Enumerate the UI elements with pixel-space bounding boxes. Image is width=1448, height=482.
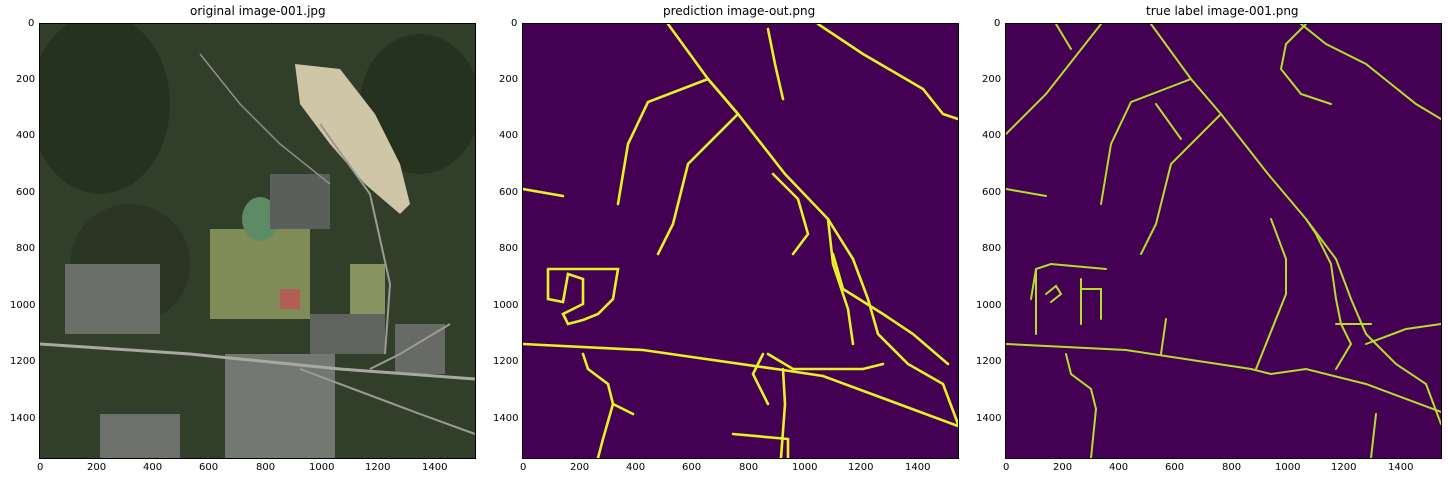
panel-original: original image-001.jpg bbox=[0, 0, 480, 482]
x-tick-label: 400 bbox=[1109, 462, 1129, 473]
panel-prediction: prediction image-out.png bbox=[483, 0, 963, 482]
x-tick-label: 1200 bbox=[365, 462, 391, 473]
y-tick-label: 1000 bbox=[493, 300, 519, 311]
y-tick-label: 600 bbox=[499, 187, 519, 198]
x-tick-label: 1000 bbox=[309, 462, 335, 473]
y-tick-label: 800 bbox=[982, 243, 1002, 254]
x-tick-label: 1400 bbox=[905, 462, 931, 473]
x-tick-label: 0 bbox=[1003, 462, 1010, 473]
y-tick-label: 1200 bbox=[10, 356, 36, 367]
x-tick-label: 1000 bbox=[1275, 462, 1301, 473]
x-tick-label: 200 bbox=[570, 462, 590, 473]
y-tick-label: 1200 bbox=[493, 356, 519, 367]
x-tick-label: 600 bbox=[1165, 462, 1185, 473]
x-tick-label: 200 bbox=[87, 462, 107, 473]
x-tick-label: 1400 bbox=[422, 462, 448, 473]
x-tick-label: 400 bbox=[143, 462, 163, 473]
y-tick-label: 200 bbox=[499, 74, 519, 85]
panel-true-label: true label image-001.png bbox=[966, 0, 1446, 482]
y-tick-label: 400 bbox=[499, 130, 519, 141]
satellite-image bbox=[40, 24, 475, 458]
x-tick-label: 400 bbox=[626, 462, 646, 473]
y-tick-label: 1400 bbox=[493, 413, 519, 424]
x-tick-label: 800 bbox=[739, 462, 759, 473]
panel-title: true label image-001.png bbox=[1146, 4, 1299, 18]
x-tick-label: 800 bbox=[1222, 462, 1242, 473]
y-tick-label: 200 bbox=[16, 74, 36, 85]
x-tick-label: 800 bbox=[256, 462, 276, 473]
y-tick-label: 200 bbox=[982, 74, 1002, 85]
prediction-mask bbox=[523, 24, 958, 458]
y-tick-label: 1400 bbox=[976, 413, 1002, 424]
y-tick-label: 0 bbox=[511, 18, 518, 29]
y-tick-label: 0 bbox=[28, 18, 35, 29]
true-label-mask bbox=[1006, 24, 1441, 458]
x-tick-label: 600 bbox=[682, 462, 702, 473]
y-tick-label: 800 bbox=[16, 243, 36, 254]
x-tick-label: 0 bbox=[37, 462, 44, 473]
x-tick-label: 1200 bbox=[1331, 462, 1357, 473]
x-tick-label: 1400 bbox=[1388, 462, 1414, 473]
y-tick-label: 800 bbox=[499, 243, 519, 254]
x-tick-label: 600 bbox=[199, 462, 219, 473]
panel-title: prediction image-out.png bbox=[663, 4, 816, 18]
y-tick-label: 0 bbox=[994, 18, 1001, 29]
x-tick-label: 0 bbox=[520, 462, 527, 473]
y-tick-label: 600 bbox=[982, 187, 1002, 198]
y-tick-label: 1400 bbox=[10, 413, 36, 424]
x-tick-label: 1000 bbox=[792, 462, 818, 473]
y-tick-label: 1200 bbox=[976, 356, 1002, 367]
x-tick-label: 1200 bbox=[848, 462, 874, 473]
y-tick-label: 400 bbox=[982, 130, 1002, 141]
y-tick-label: 1000 bbox=[10, 300, 36, 311]
y-tick-label: 400 bbox=[16, 130, 36, 141]
panel-title: original image-001.jpg bbox=[190, 4, 326, 18]
y-tick-label: 600 bbox=[16, 187, 36, 198]
x-tick-label: 200 bbox=[1053, 462, 1073, 473]
y-tick-label: 1000 bbox=[976, 300, 1002, 311]
